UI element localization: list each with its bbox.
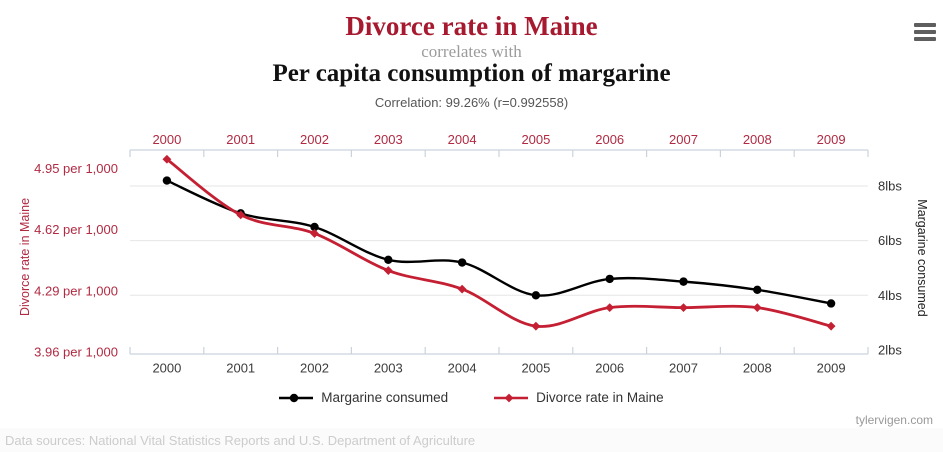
- data-sources-text: Data sources: National Vital Statistics …: [5, 433, 476, 448]
- x-tick-label-top-2008: 2008: [743, 132, 772, 147]
- point-margarine-consumed-2008: [753, 285, 762, 295]
- y-tick-label-left: 4.29 per 1,000: [34, 283, 118, 298]
- page-title-variable-1: Divorce rate in Maine: [345, 11, 598, 41]
- point-divorce-rate-in-maine-2001: [236, 210, 246, 220]
- x-tick-label-top-2002: 2002: [300, 132, 329, 147]
- x-tick-label-top-2001: 2001: [226, 132, 255, 147]
- x-tick-label-bottom-2008: 2008: [743, 361, 772, 376]
- menu-icon-bar: [914, 37, 936, 41]
- point-divorce-rate-in-maine-2005: [531, 321, 541, 331]
- correlation-stat: Correlation: 99.26% (r=0.992558): [374, 95, 569, 110]
- point-divorce-rate-in-maine-2004: [457, 284, 467, 294]
- circle-marker-icon: [279, 393, 314, 402]
- x-tick-label-bottom-2004: 2004: [448, 361, 477, 376]
- menu-icon-bar: [914, 30, 936, 34]
- point-margarine-consumed-2006: [605, 274, 614, 284]
- x-tick-label-top-2005: 2005: [521, 132, 550, 147]
- y-tick-label-right: 8lbs: [878, 179, 902, 194]
- watermark-link[interactable]: tylervigen.com: [855, 413, 933, 427]
- y-tick-label-left: 4.62 per 1,000: [34, 222, 118, 237]
- y-tick-label-right: 4lbs: [878, 288, 902, 303]
- point-divorce-rate-in-maine-2007: [679, 303, 688, 313]
- y-tick-label-left: 4.95 per 1,000: [34, 161, 118, 176]
- legend-item-margarine-consumed: Margarine consumed: [279, 390, 448, 405]
- legend-label: Margarine consumed: [321, 390, 449, 405]
- x-tick-label-bottom-2001: 2001: [226, 361, 255, 376]
- x-tick-label-top-2009: 2009: [817, 132, 846, 147]
- right-axis-title: Margarine consumed: [915, 199, 929, 316]
- x-tick-label-top-2007: 2007: [669, 132, 698, 147]
- point-margarine-consumed-2001: [236, 209, 245, 218]
- page-title-variable-2: Per capita consumption of margarine: [272, 60, 671, 87]
- x-tick-label-bottom-2003: 2003: [374, 361, 403, 376]
- y-tick-label-right: 6lbs: [878, 233, 902, 248]
- point-divorce-rate-in-maine-2002: [310, 229, 319, 238]
- legend-item-divorce-rate-in-maine: Divorce rate in Maine: [494, 390, 664, 405]
- x-tick-label-bottom-2006: 2006: [595, 361, 624, 376]
- x-tick-label-bottom-2002: 2002: [300, 361, 329, 376]
- point-margarine-consumed-2002: [310, 222, 319, 232]
- point-margarine-consumed-2004: [457, 258, 467, 267]
- y-tick-label-right: 2lbs: [878, 342, 902, 357]
- point-margarine-consumed-2003: [384, 255, 393, 264]
- point-divorce-rate-in-maine-2009: [826, 321, 836, 331]
- correlates-with-text: correlates with: [421, 42, 522, 61]
- x-tick-label-top-2006: 2006: [595, 132, 624, 147]
- chart-legend: Margarine consumed Divorce rate in Maine: [0, 390, 943, 405]
- left-axis-title: Divorce rate in Maine: [18, 198, 32, 316]
- x-tick-label-top-2003: 2003: [374, 132, 403, 147]
- point-margarine-consumed-2000: [162, 176, 172, 185]
- menu-icon-bar: [914, 23, 936, 27]
- menu-icon[interactable]: [914, 23, 936, 41]
- footer-band: [0, 428, 943, 452]
- point-margarine-consumed-2007: [679, 277, 688, 286]
- point-divorce-rate-in-maine-2006: [605, 303, 615, 313]
- series-line-divorce-rate-in-maine: [166, 158, 832, 328]
- x-tick-label-top-2000: 2000: [152, 132, 181, 147]
- x-tick-label-bottom-2005: 2005: [521, 361, 550, 376]
- point-divorce-rate-in-maine-2000: [162, 154, 172, 164]
- y-tick-label-left: 3.96 per 1,000: [34, 345, 118, 360]
- diamond-marker-icon: [494, 393, 529, 402]
- legend-label: Divorce rate in Maine: [536, 390, 664, 405]
- series-line-margarine-consumed: [166, 179, 832, 305]
- point-divorce-rate-in-maine-2003: [383, 266, 393, 275]
- point-margarine-consumed-2009: [826, 299, 836, 308]
- point-margarine-consumed-2005: [531, 291, 541, 300]
- x-tick-label-bottom-2007: 2007: [669, 361, 698, 376]
- point-divorce-rate-in-maine-2008: [752, 303, 762, 313]
- x-tick-label-bottom-2000: 2000: [152, 361, 181, 376]
- x-tick-label-bottom-2009: 2009: [817, 361, 846, 376]
- x-tick-label-top-2004: 2004: [448, 132, 477, 147]
